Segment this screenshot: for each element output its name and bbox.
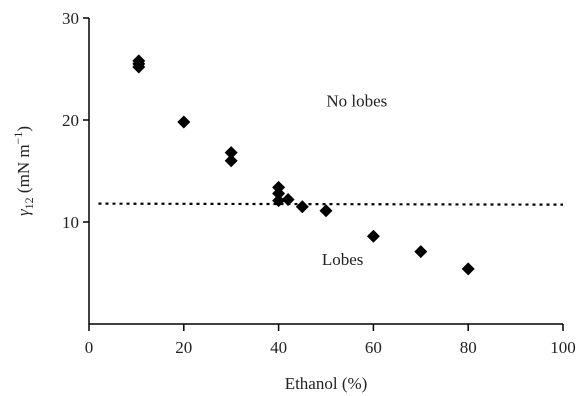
x-axis-ticks: 0 20 40 60 80 100: [85, 324, 576, 357]
region-annotation: No lobes: [326, 92, 387, 111]
region-annotation: Lobes: [322, 250, 364, 269]
x-tick-label: 40: [270, 338, 287, 357]
data-points: [132, 54, 475, 276]
x-tick-label: 100: [550, 338, 576, 357]
y-tick-label: 20: [62, 111, 79, 130]
data-point-diamond: [224, 146, 238, 160]
annotations: No lobes Lobes: [322, 92, 387, 269]
data-point-diamond: [177, 115, 191, 129]
data-point-diamond: [319, 204, 333, 218]
y-axis-title: γ12 (mN m−1): [11, 126, 36, 216]
x-tick-label: 20: [175, 338, 192, 357]
data-point-diamond: [414, 245, 428, 259]
data-point-diamond: [132, 60, 146, 74]
data-point-diamond: [461, 262, 475, 276]
plot-area: 0 20 40 60 80 100 10 20 30 No lobes Lobes: [62, 9, 576, 357]
data-point-diamond: [272, 194, 286, 208]
data-point-diamond: [224, 154, 238, 168]
data-point-diamond: [366, 229, 380, 243]
x-tick-label: 0: [85, 338, 94, 357]
y-axis-ticks: 10 20 30: [62, 9, 89, 232]
x-tick-label: 80: [460, 338, 477, 357]
data-point-diamond: [272, 186, 286, 200]
data-point-diamond: [281, 193, 295, 207]
x-axis-title: Ethanol (%): [285, 374, 368, 393]
threshold-line: [98, 202, 564, 206]
y-tick-label: 30: [62, 9, 79, 28]
y-tick-label: 10: [62, 213, 79, 232]
x-tick-label: 60: [365, 338, 382, 357]
data-point-diamond: [295, 200, 309, 214]
